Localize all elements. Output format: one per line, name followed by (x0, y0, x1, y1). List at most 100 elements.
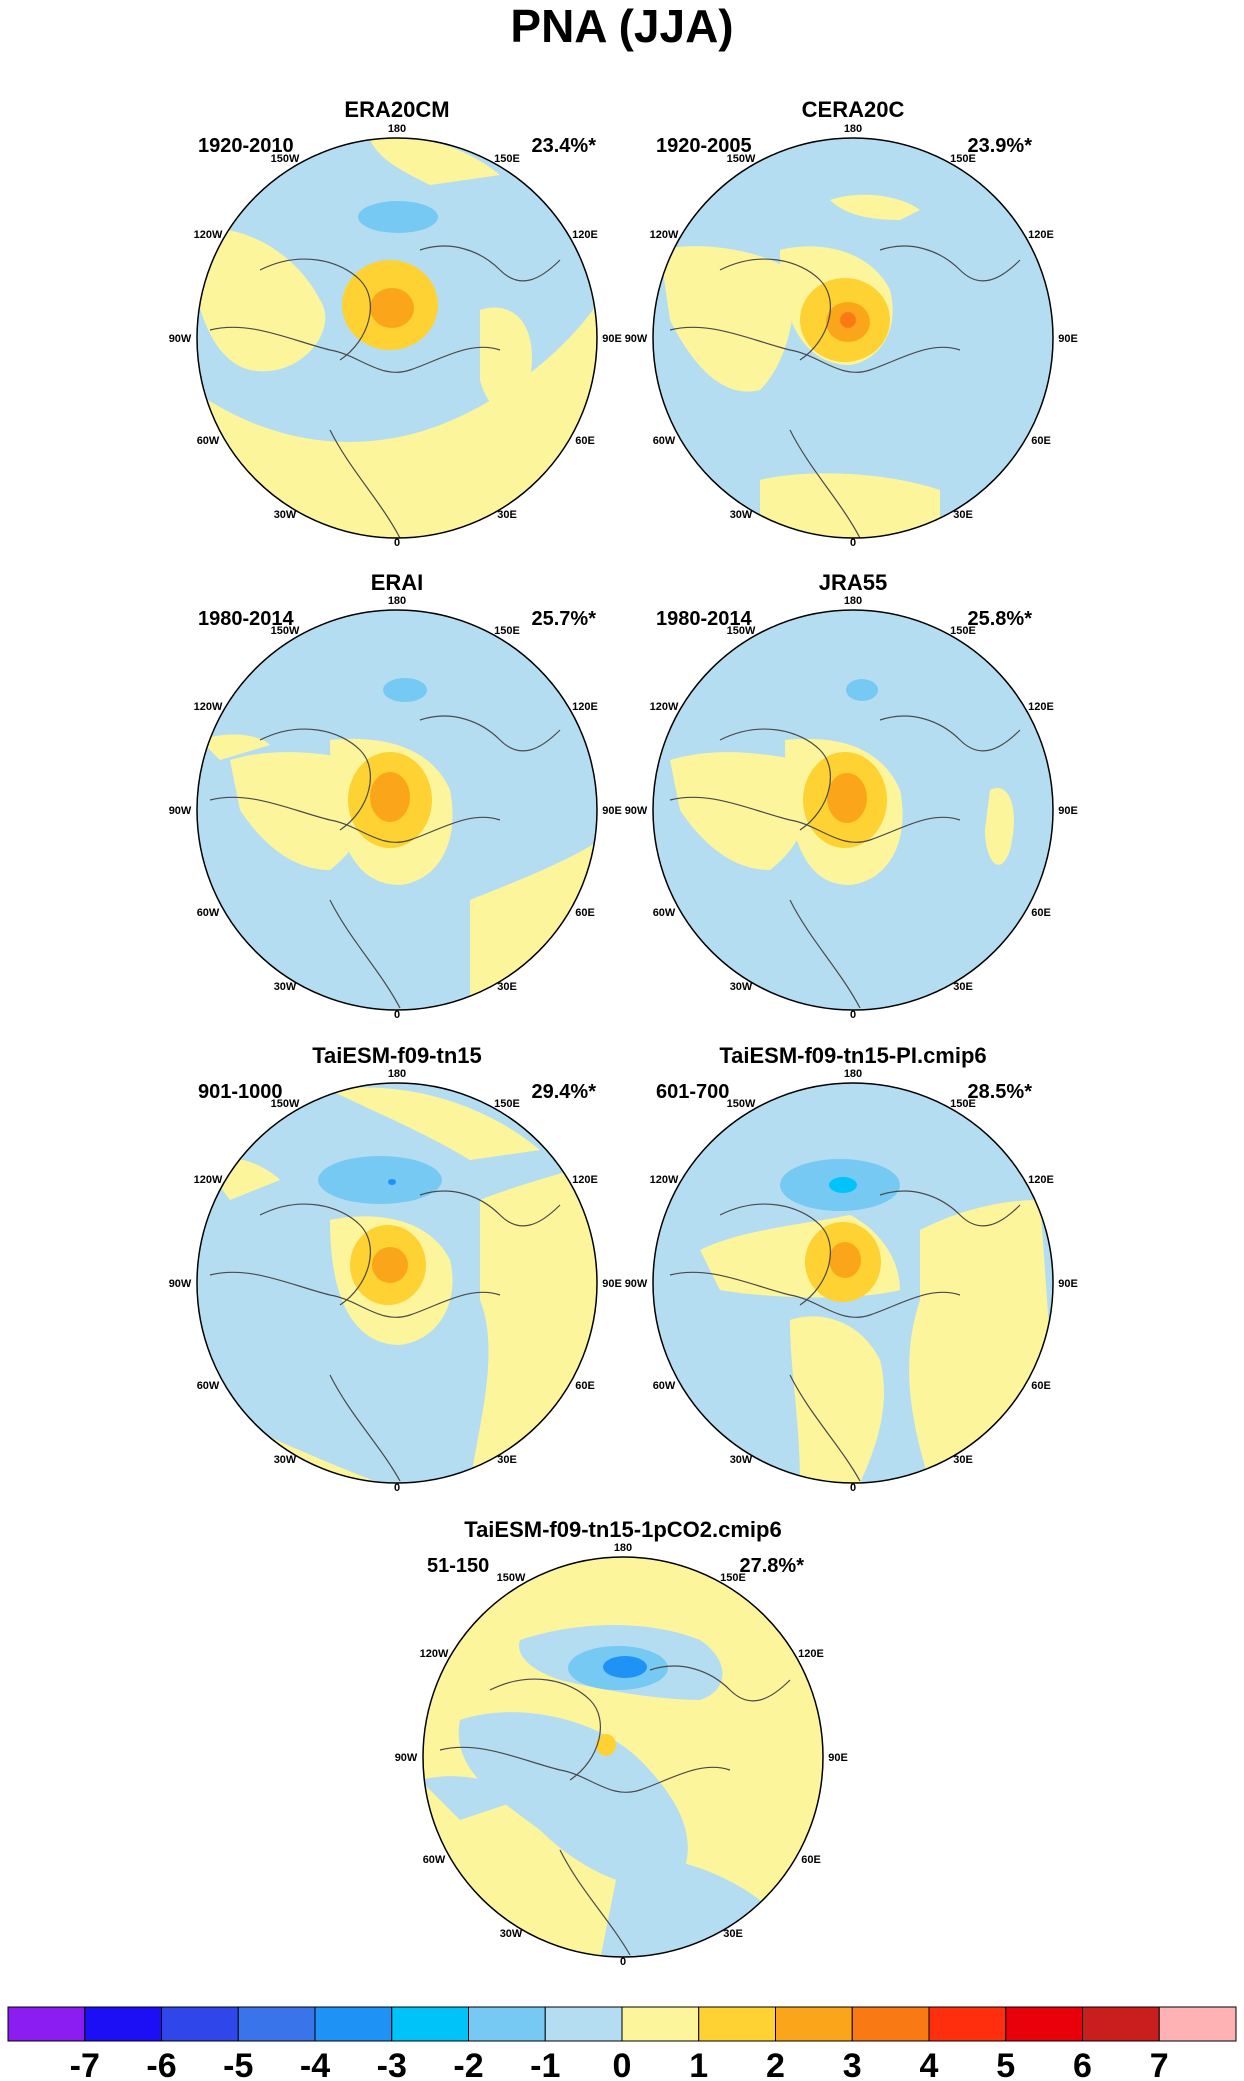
lon-label: 180 (388, 1068, 406, 1080)
panel-period: 601-700 (656, 1081, 729, 1103)
lon-label: 90W (395, 1752, 418, 1764)
lon-label: 150W (727, 1098, 756, 1110)
positive-anomaly-region (790, 1316, 884, 1483)
negative-anomaly-region (423, 1776, 520, 1820)
lon-label: 30E (953, 509, 973, 521)
coastline (489, 1678, 601, 1781)
lon-label: 30W (730, 1454, 753, 1466)
coastline (669, 326, 961, 373)
anomaly-contour-minus-2 (318, 1156, 442, 1204)
map-panel-taiesm-f09-tn15: TaiESM-f09-tn15 901-1000 29.4%* 180 150E… (169, 1043, 622, 1494)
colorbar-swatch (1158, 2006, 1237, 2042)
positive-anomaly-region (470, 1160, 597, 1483)
polar-map (197, 138, 597, 538)
lon-label: 60E (575, 907, 595, 919)
anomaly-contour-minus-3 (388, 1179, 396, 1185)
coastline (789, 429, 861, 538)
lon-label: 120W (194, 229, 223, 241)
coastline (419, 245, 561, 282)
lon-label: 120E (572, 229, 598, 241)
lon-label: 30E (497, 1454, 517, 1466)
lon-label: 90E (602, 1278, 622, 1290)
panel-period: 51-150 (427, 1555, 489, 1577)
coastline (259, 258, 371, 361)
map-border (652, 1082, 1054, 1484)
coastline (209, 796, 501, 843)
positive-anomaly-region (200, 734, 270, 760)
lon-label: 60E (1031, 1380, 1051, 1392)
panel-period: 1920-2010 (198, 135, 294, 157)
panel-variance: 25.7%* (532, 608, 597, 630)
longitude-labels: 180 150E 120E 90E 60E 30E 0 30W 60W 90W … (169, 123, 622, 549)
lon-label: 90W (625, 1278, 648, 1290)
map-border (422, 1556, 824, 1958)
colorbar-swatch (314, 2006, 393, 2042)
panel-variance: 23.4%* (532, 135, 597, 157)
lon-label: 30W (274, 1454, 297, 1466)
panel-title: TaiESM-f09-tn15 (312, 1043, 482, 1068)
lon-label: 0 (394, 1482, 400, 1494)
polar-map (653, 610, 1053, 1010)
longitude-labels: 180 150E 120E 90E 60E 30E 0 30W 60W 90W … (625, 595, 1078, 1021)
anomaly-contour-minus-2 (846, 679, 878, 701)
map-panel-erai: ERAI 1980-2014 25.7%* 180 150E 120E 90E … (169, 570, 622, 1021)
lon-label: 30W (274, 981, 297, 993)
panel-variance: 27.8%* (740, 1555, 805, 1577)
lon-label: 90W (625, 333, 648, 345)
lon-label: 120E (1028, 701, 1054, 713)
colorbar-tick-label: 4 (920, 2047, 939, 2081)
map-border (652, 609, 1054, 1011)
lon-label: 60W (653, 1380, 676, 1392)
lon-label: 120W (650, 1174, 679, 1186)
coastline (259, 1203, 371, 1306)
lon-label: 90E (602, 333, 622, 345)
colorbar-swatch (237, 2006, 316, 2042)
coastline (879, 715, 1021, 752)
anomaly-contour-3 (372, 1247, 408, 1283)
longitude-labels: 180 150E 120E 90E 60E 30E 0 30W 60W 90W … (625, 123, 1078, 549)
lon-label: 0 (850, 1009, 856, 1021)
coastline (879, 1190, 1021, 1227)
map-border (652, 137, 1054, 539)
lon-label: 30E (497, 981, 517, 993)
lon-label: 60W (423, 1854, 446, 1866)
lon-label: 150E (950, 625, 976, 637)
polar-map (197, 610, 597, 1010)
coastline (649, 1665, 791, 1702)
lon-label: 150E (720, 1572, 746, 1584)
lon-label: 30W (274, 509, 297, 521)
lon-label: 0 (620, 1956, 626, 1968)
coastline (439, 1746, 731, 1793)
polar-map (653, 1083, 1053, 1483)
colorbar-tick-label: 2 (766, 2047, 785, 2081)
lon-label: 150W (271, 625, 300, 637)
panel-period: 901-1000 (198, 1081, 283, 1103)
colorbar-labels: -7 -6 -5 -4 -3 -2 -1 0 1 2 3 4 5 6 7 (70, 2047, 1169, 2081)
lon-label: 120W (650, 229, 679, 241)
lon-label: 60W (197, 435, 220, 447)
lon-label: 150E (950, 153, 976, 165)
colorbar-tick-label: 1 (689, 2047, 708, 2081)
colorbar-swatch (468, 2006, 546, 2042)
colorbar-swatch (928, 2006, 1007, 2042)
colorbar-tick-label: 0 (613, 2047, 632, 2081)
coastline (329, 1374, 401, 1482)
lon-label: 120E (798, 1648, 824, 1660)
anomaly-contour-minus-3 (603, 1656, 647, 1678)
lon-label: 150E (494, 1098, 520, 1110)
positive-anomaly-region (330, 1087, 540, 1160)
map-border (196, 609, 598, 1011)
map-panel-taiesm-f09-tn15-1pco2: TaiESM-f09-tn15-1pCO2.cmip6 51-150 27.8%… (395, 1517, 848, 1968)
coastline (329, 429, 401, 538)
colorbar-swatch (161, 2006, 239, 2042)
colorbar-swatch (775, 2006, 853, 2042)
lon-label: 30W (730, 509, 753, 521)
lon-label: 90W (625, 805, 648, 817)
longitude-labels: 180 150E 120E 90E 60E 30E 0 30W 60W 90W … (169, 1068, 622, 1494)
positive-anomaly-region (909, 1200, 1053, 1483)
lon-label: 60E (575, 1380, 595, 1392)
lon-label: 30W (500, 1928, 523, 1940)
anomaly-contour-3 (827, 773, 867, 823)
lon-label: 120E (572, 701, 598, 713)
negative-anomaly-region (458, 1712, 688, 1887)
